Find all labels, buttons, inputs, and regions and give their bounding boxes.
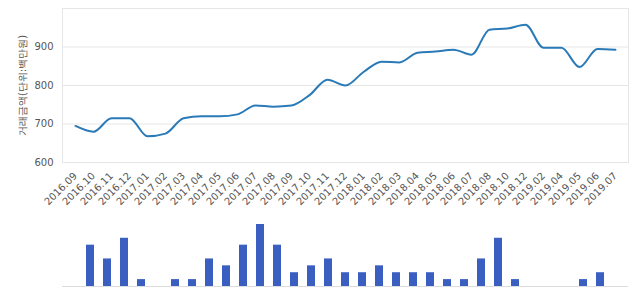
svg-text:2018.07: 2018.07 xyxy=(438,170,476,208)
svg-text:2017.07: 2017.07 xyxy=(222,170,260,208)
svg-text:2018.04: 2018.04 xyxy=(384,170,422,208)
svg-text:700: 700 xyxy=(34,118,53,129)
svg-text:2018.05: 2018.05 xyxy=(402,170,440,208)
svg-text:900: 900 xyxy=(34,41,53,52)
svg-text:2017.06: 2017.06 xyxy=(204,170,242,208)
svg-text:2017.09: 2017.09 xyxy=(258,170,296,208)
svg-text:2017.03: 2017.03 xyxy=(150,170,188,208)
svg-text:2016.11: 2016.11 xyxy=(78,170,116,208)
svg-text:2018.12: 2018.12 xyxy=(492,170,530,208)
svg-text:2019.05: 2019.05 xyxy=(546,170,584,208)
svg-text:2017.11: 2017.11 xyxy=(294,170,332,208)
svg-text:2016.10: 2016.10 xyxy=(60,170,98,208)
svg-text:2017.12: 2017.12 xyxy=(312,170,350,208)
svg-text:2017.08: 2017.08 xyxy=(240,170,278,208)
svg-text:2019.07: 2019.07 xyxy=(582,170,619,207)
svg-text:2018.06: 2018.06 xyxy=(420,170,458,208)
svg-text:2019.04: 2019.04 xyxy=(528,170,566,208)
svg-text:600: 600 xyxy=(34,157,53,168)
svg-text:2017.02: 2017.02 xyxy=(132,170,170,208)
svg-text:2017.05: 2017.05 xyxy=(186,170,224,208)
svg-text:2019.02: 2019.02 xyxy=(510,170,548,208)
svg-text:2017.10: 2017.10 xyxy=(276,170,314,208)
svg-text:2016.12: 2016.12 xyxy=(96,170,134,208)
svg-text:800: 800 xyxy=(34,80,53,91)
svg-text:2018.02: 2018.02 xyxy=(348,170,386,208)
svg-text:2017.04: 2017.04 xyxy=(168,170,206,208)
svg-text:거래금액(단위:백만원): 거래금액(단위:백만원) xyxy=(17,35,28,136)
svg-text:2018.01: 2018.01 xyxy=(330,170,368,208)
svg-text:2019.06: 2019.06 xyxy=(564,170,602,208)
svg-text:2018.10: 2018.10 xyxy=(474,170,512,208)
svg-text:2018.03: 2018.03 xyxy=(366,170,404,208)
svg-text:2017.01: 2017.01 xyxy=(114,170,152,208)
svg-text:2016.09: 2016.09 xyxy=(42,170,80,208)
svg-text:2018.08: 2018.08 xyxy=(456,170,494,208)
